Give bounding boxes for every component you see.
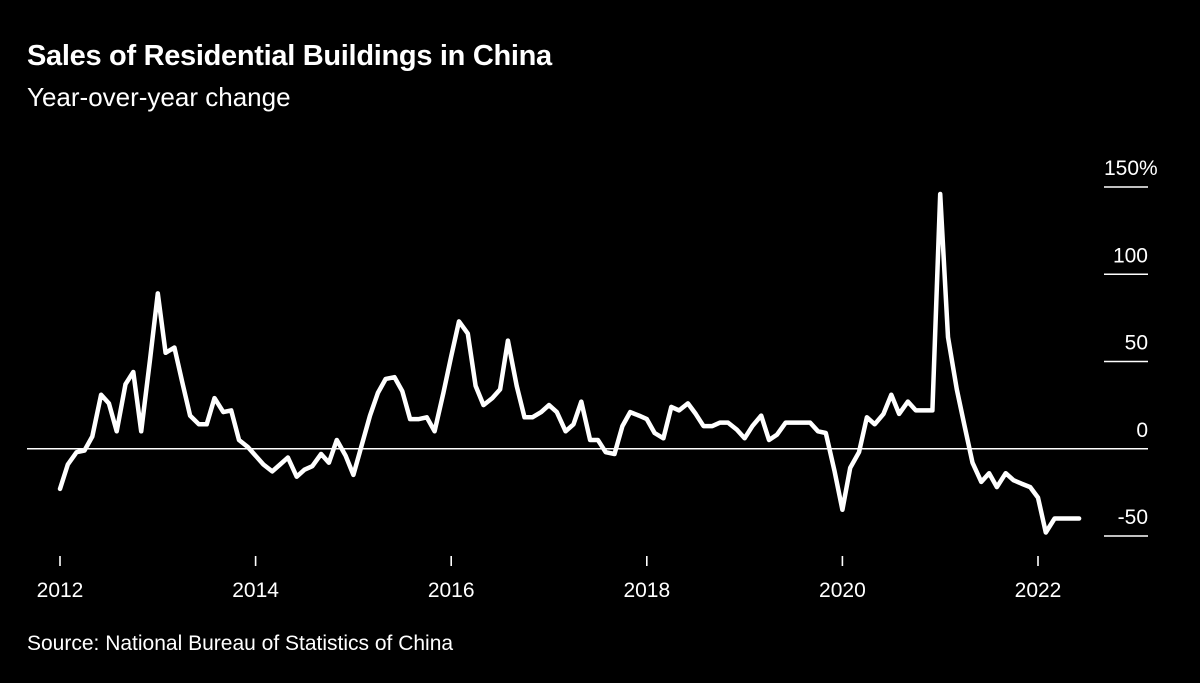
chart-subtitle: Year-over-year change: [27, 82, 291, 112]
x-tick-label: 2018: [623, 579, 670, 602]
x-tick-label: 2012: [37, 579, 84, 602]
series-line-residential-sales: [57, 191, 1082, 535]
source-note: Source: National Bureau of Statistics of…: [27, 632, 454, 655]
y-tick-label: 50: [1125, 332, 1148, 355]
chart-title: Sales of Residential Buildings in China: [27, 40, 552, 72]
x-tick-label: 2016: [428, 579, 475, 602]
x-tick-label: 2022: [1015, 579, 1062, 602]
y-tick-label: 150%: [1104, 157, 1158, 180]
y-tick-label: 0: [1136, 419, 1148, 442]
y-tick-label: -50: [1118, 506, 1148, 529]
x-tick-label: 2014: [232, 579, 279, 602]
y-tick-label: 100: [1113, 244, 1148, 267]
x-axis: 2012 2014 2016 2018 2020 2022: [37, 556, 1062, 602]
x-tick-label: 2020: [819, 579, 866, 602]
y-axis: -50 0 50 100 150%: [1104, 157, 1158, 537]
